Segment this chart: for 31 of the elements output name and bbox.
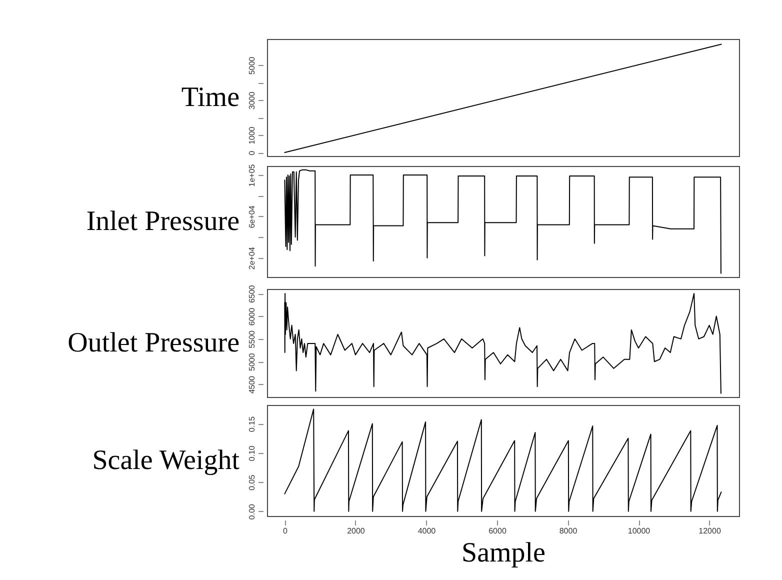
y-tick-label: 3000 bbox=[248, 91, 256, 110]
y-tick-label: 5000 bbox=[248, 352, 256, 372]
y-axis-title: Scale Weight bbox=[92, 445, 240, 476]
y-tick-label: 6500 bbox=[248, 284, 256, 303]
line-series bbox=[284, 408, 722, 512]
line-series bbox=[284, 169, 722, 274]
y-tick-label: 0.00 bbox=[248, 503, 256, 520]
y-tick-label: 6e+04 bbox=[248, 205, 256, 228]
y-tick-label: 5000 bbox=[248, 56, 256, 75]
y-tick-label: 6000 bbox=[248, 307, 256, 326]
y-axis-title: Outlet Pressure bbox=[68, 328, 240, 358]
y-tick-label: 5500 bbox=[248, 330, 256, 348]
y-tick-label: 2e+04 bbox=[248, 246, 256, 270]
y-axis-title: Time bbox=[181, 82, 240, 113]
x-tick-label: 4000 bbox=[418, 526, 436, 536]
y-tick-label: 0 bbox=[248, 150, 256, 156]
x-axis-title: Sample bbox=[462, 538, 546, 568]
x-tick-label: 10000 bbox=[628, 526, 651, 536]
y-tick-label: 1000 bbox=[248, 126, 256, 144]
y-tick-label: 0.15 bbox=[248, 416, 256, 432]
y-tick-label: 0.05 bbox=[248, 474, 256, 490]
y-axis-title: Inlet Pressure bbox=[86, 206, 240, 237]
x-tick-label: 12000 bbox=[698, 526, 722, 536]
x-tick-label: 0 bbox=[282, 526, 288, 536]
y-tick-label: 4500 bbox=[248, 375, 256, 394]
line-series bbox=[284, 293, 722, 394]
x-tick-label: 8000 bbox=[559, 526, 578, 536]
x-tick-label: 2000 bbox=[347, 526, 366, 536]
x-tick-label: 6000 bbox=[488, 526, 507, 536]
y-tick-label: 1e+05 bbox=[248, 164, 256, 187]
y-tick-label: 0.10 bbox=[248, 445, 256, 462]
